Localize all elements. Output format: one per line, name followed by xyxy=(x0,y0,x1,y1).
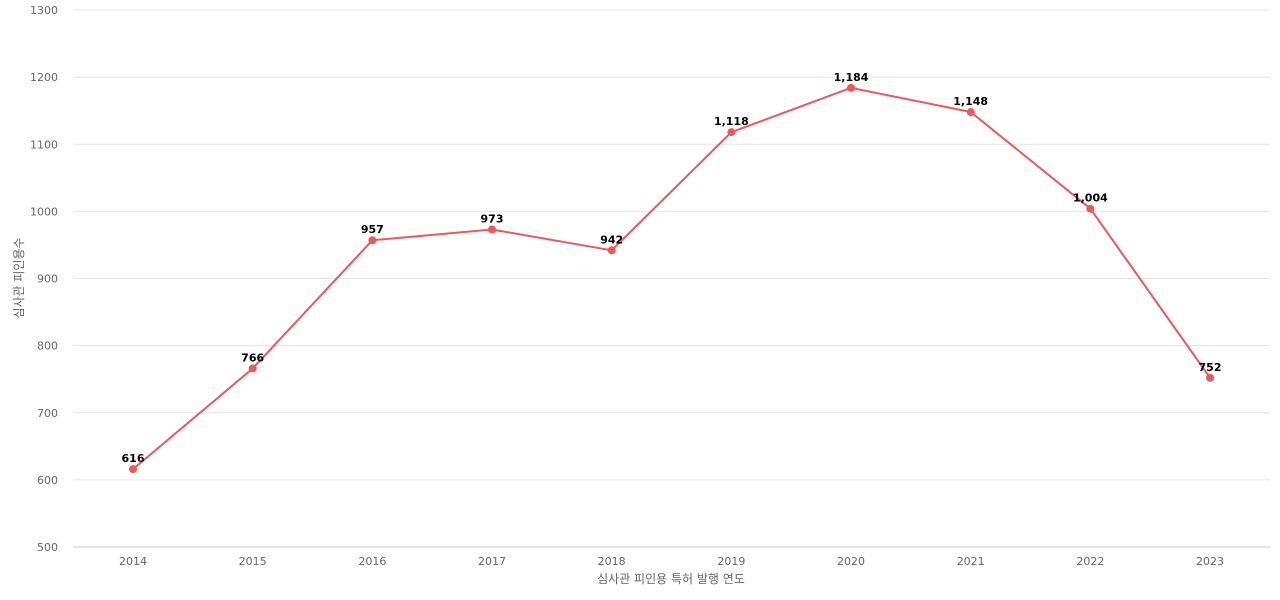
data-point[interactable] xyxy=(368,236,377,245)
data-label: 957 xyxy=(361,223,384,236)
y-tick-label: 1100 xyxy=(30,138,58,151)
y-tick-label: 900 xyxy=(37,273,58,286)
x-tick-label: 2016 xyxy=(358,555,386,568)
x-tick-label: 2019 xyxy=(717,555,745,568)
x-tick-label: 2018 xyxy=(598,555,626,568)
gridlines xyxy=(73,9,1270,548)
data-label: 1,004 xyxy=(1073,192,1108,205)
data-label: 1,184 xyxy=(834,71,869,84)
x-axis-title: 심사관 피인용 특허 발행 연도 xyxy=(597,571,745,586)
y-axis-title: 심사관 피인용수 xyxy=(12,237,26,318)
y-tick-label: 1000 xyxy=(30,205,58,218)
y-tick-label: 1300 xyxy=(30,4,58,17)
y-axis-ticks: 500 600 700 800 900 1000 1100 1200 1300 xyxy=(30,4,58,554)
x-tick-label: 2021 xyxy=(957,555,985,568)
data-point[interactable] xyxy=(847,83,856,92)
x-tick-label: 2023 xyxy=(1196,555,1224,568)
y-tick-label: 1200 xyxy=(30,71,58,84)
y-tick-label: 700 xyxy=(37,407,58,420)
series-line xyxy=(132,86,1211,470)
data-point[interactable] xyxy=(488,225,497,234)
data-label: 1,118 xyxy=(714,115,749,128)
x-axis-ticks: 2014 2015 2016 2017 2018 2019 2020 2021 2022 2023 xyxy=(119,555,1224,568)
data-point[interactable] xyxy=(129,465,137,474)
data-point[interactable] xyxy=(727,128,736,137)
x-tick-label: 2017 xyxy=(478,555,506,568)
x-tick-label: 2022 xyxy=(1076,555,1104,568)
y-tick-label: 600 xyxy=(37,474,58,487)
data-point[interactable] xyxy=(1086,204,1095,213)
data-point[interactable] xyxy=(1206,373,1215,382)
data-label: 1,148 xyxy=(953,95,988,108)
x-tick-label: 2020 xyxy=(837,555,865,568)
data-label: 616 xyxy=(122,452,145,465)
data-point[interactable] xyxy=(248,364,257,373)
y-tick-label: 500 xyxy=(37,541,58,554)
data-label: 766 xyxy=(241,351,264,364)
data-point[interactable] xyxy=(607,246,616,255)
data-label: 752 xyxy=(1199,361,1222,374)
data-label: 942 xyxy=(600,233,623,246)
x-tick-label: 2014 xyxy=(119,555,147,568)
x-tick-label: 2015 xyxy=(239,555,267,568)
series-layer: 616 766 957 973 942 1,118 1,184 1,148 1,004 752 xyxy=(122,71,1222,474)
y-tick-label: 800 xyxy=(37,340,58,353)
data-point[interactable] xyxy=(966,108,975,117)
data-label: 973 xyxy=(481,212,504,225)
